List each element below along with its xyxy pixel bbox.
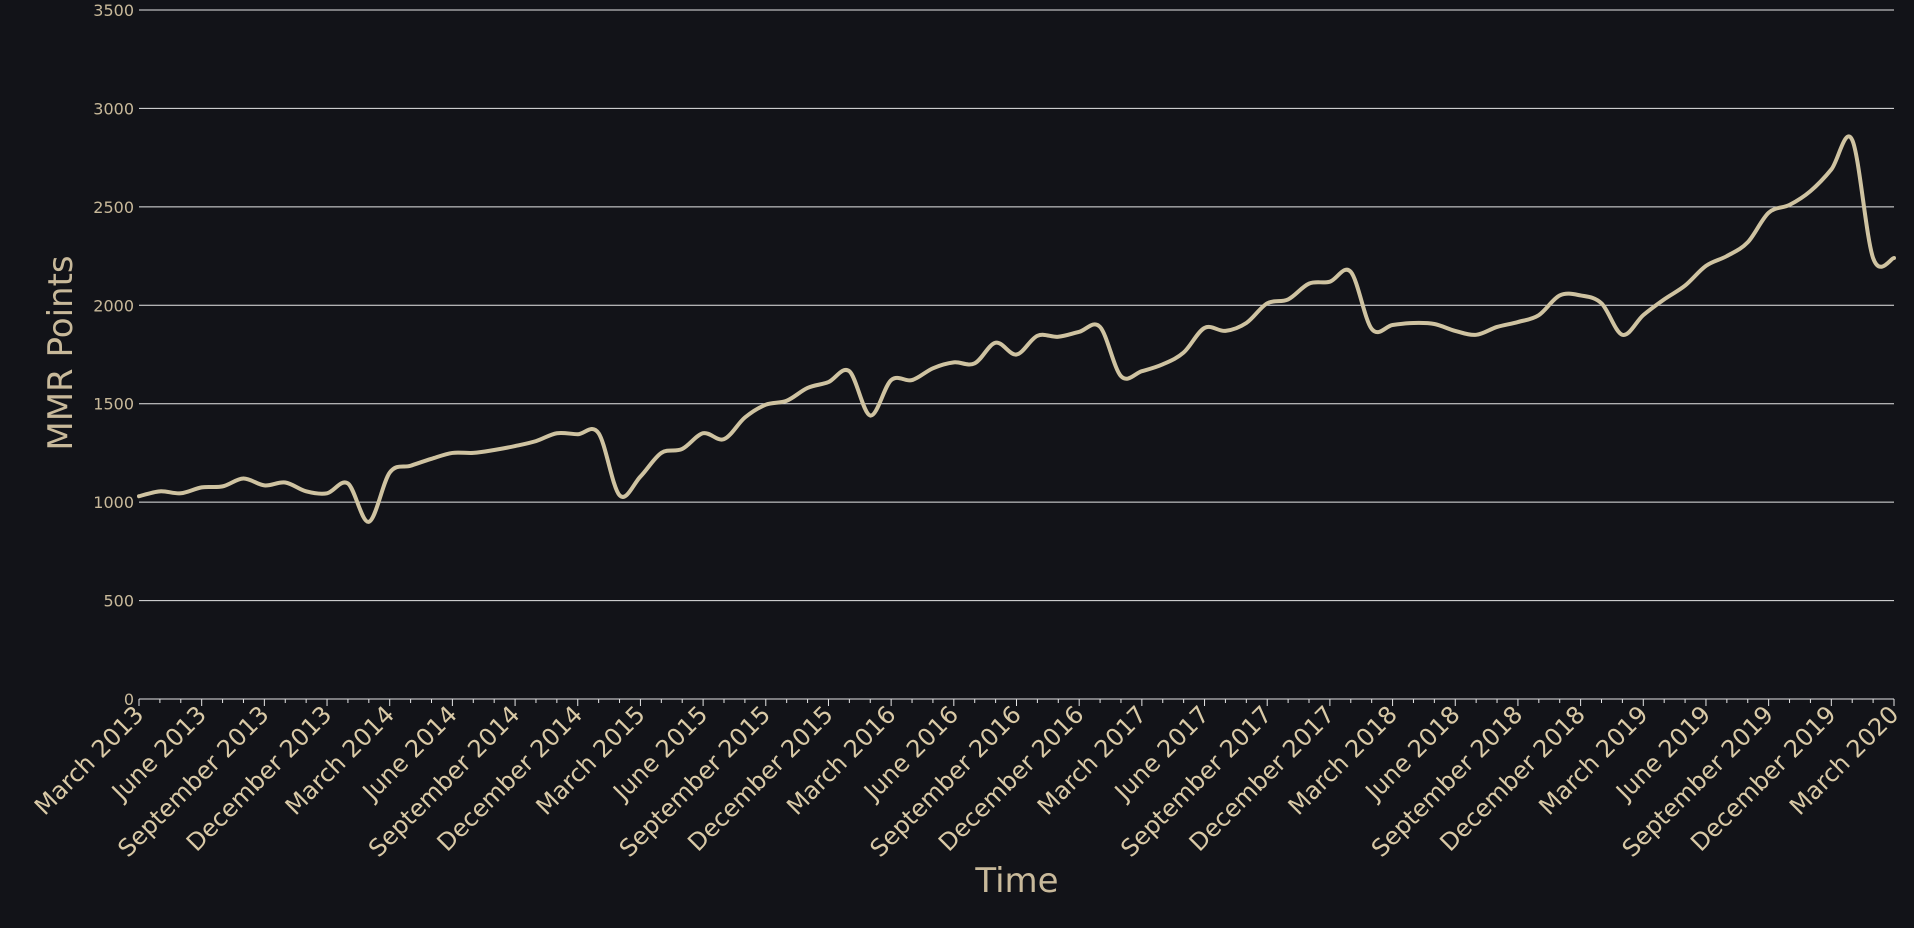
y-tick-label: 1500 [93, 395, 134, 414]
x-axis-title: Time [974, 861, 1058, 901]
y-tick-label: 0 [124, 690, 134, 709]
y-tick-label: 3000 [93, 99, 134, 118]
y-tick-labels: 0 500 1000 1500 2000 2500 3000 3500 [93, 1, 134, 709]
grid-lines [138, 9, 1895, 706]
mmr-series-line [137, 134, 1896, 524]
y-axis-title: MMR Points [41, 255, 81, 450]
y-tick-label: 1000 [93, 493, 134, 512]
y-tick-label: 2000 [93, 296, 134, 315]
y-tick-label: 2500 [93, 198, 134, 217]
y-tick-label: 500 [103, 592, 134, 611]
y-tick-label: 3500 [93, 1, 134, 20]
x-tick-label: March 2020 [1784, 700, 1904, 820]
